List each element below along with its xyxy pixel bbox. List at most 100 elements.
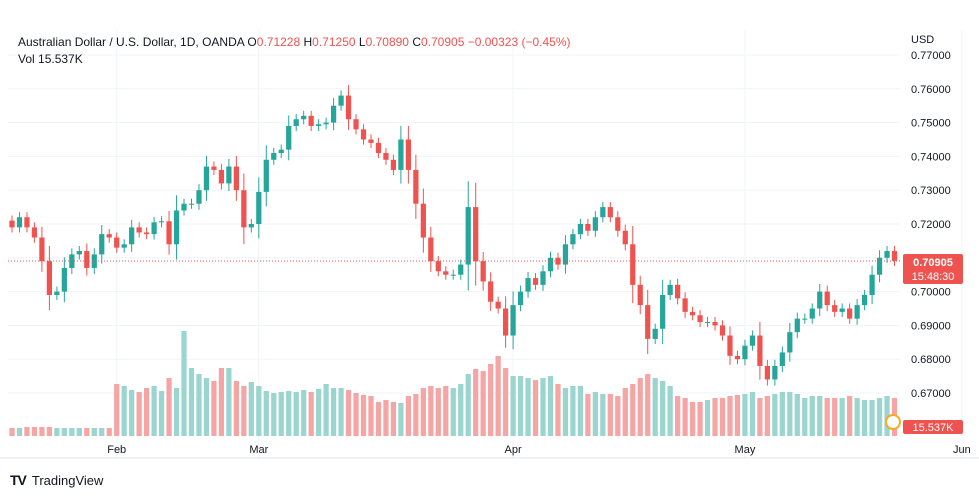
volume-bar (517, 376, 524, 436)
volume-bar (211, 381, 217, 436)
candle-body (809, 308, 815, 319)
volume-bar (233, 381, 239, 436)
candle-body (607, 207, 613, 218)
symbol-title[interactable]: Australian Dollar / U.S. Dollar, 1D, OAN… (18, 35, 245, 49)
open-value: 0.71228 (256, 35, 301, 49)
volume-bar (271, 393, 277, 436)
open-label: O (247, 35, 257, 49)
candle-body (323, 122, 329, 125)
volume-bar (869, 400, 875, 436)
volume-bar (375, 402, 382, 436)
candle-body (375, 142, 382, 154)
candle-body (129, 227, 135, 245)
candle-body (630, 244, 636, 285)
volume-bar (592, 392, 598, 436)
volume-value: 15.537K (38, 52, 83, 66)
candle-body (779, 352, 785, 366)
volume-bar (832, 398, 838, 436)
volume-bar (600, 394, 606, 436)
candle-body (742, 345, 748, 360)
candle-body (316, 124, 322, 126)
volume-bar (114, 384, 120, 436)
volume-bar (91, 428, 97, 436)
price-tick-label: 0.77000 (911, 50, 951, 62)
candle-body (450, 274, 456, 276)
volume-bar (16, 428, 23, 436)
volume-bar (473, 369, 479, 436)
volume-bar (158, 391, 165, 436)
price-badge (903, 254, 963, 284)
volume-bar (353, 393, 359, 436)
volume-bar (787, 392, 793, 436)
volume-bar (330, 388, 337, 436)
volume-bar (854, 398, 860, 436)
volume-bar (839, 398, 845, 436)
candle-body (794, 318, 800, 333)
volume-bar (682, 398, 688, 436)
volume-bar (675, 396, 681, 436)
candle-body (577, 224, 584, 235)
candle-body (615, 217, 621, 231)
price-axis: 0.77000 0.76000 0.75000 0.74000 0.73000 0.720… (911, 50, 951, 400)
candle-body (31, 227, 38, 238)
volume-bar (144, 388, 150, 436)
candle-body (772, 365, 778, 380)
candle-body (719, 325, 726, 336)
currency-label[interactable]: USD (911, 34, 935, 46)
volume-badge-value: 15.537K (913, 422, 955, 434)
candle-body (757, 335, 763, 366)
candle-body (16, 217, 23, 228)
candle-body (121, 244, 127, 248)
volume-bar (817, 396, 823, 436)
candle-body (136, 227, 142, 233)
candle-body (173, 210, 180, 245)
change-value: −0.00323 (−0.45%) (467, 35, 571, 49)
volume-bar (615, 396, 621, 436)
time-tick-label: Feb (107, 444, 126, 456)
candle-body (787, 332, 793, 353)
price-tick-label: 0.67000 (911, 388, 951, 400)
candle-body (847, 308, 853, 319)
candles[interactable] (9, 84, 898, 386)
candle-body (233, 166, 239, 191)
candle-body (428, 237, 434, 262)
candle-body (218, 169, 225, 184)
volume-bar (660, 381, 666, 436)
tradingview-brand[interactable]: TV TradingView (10, 472, 103, 488)
volume-bar (667, 386, 673, 436)
volume-bar (876, 398, 883, 436)
volume-bar (652, 378, 658, 436)
volume-bar (151, 386, 157, 436)
volume-bar (323, 384, 329, 436)
volume-bar (622, 388, 628, 436)
candle-body (54, 291, 60, 295)
candle-body (585, 224, 591, 231)
volume-bar (435, 388, 441, 436)
volume-bar (794, 394, 800, 436)
volume-bar (390, 402, 397, 436)
price-tick-label: 0.73000 (911, 185, 951, 197)
volume-bar (532, 380, 539, 436)
volume-bar (458, 384, 464, 436)
candle-body (338, 95, 344, 106)
volume-bar (196, 374, 202, 436)
candle-body (271, 153, 277, 160)
volume-bar (465, 374, 471, 436)
volume-label[interactable]: Vol (18, 52, 35, 66)
brand-name: TradingView (31, 472, 104, 488)
candle-body (84, 251, 90, 268)
event-icon[interactable] (885, 414, 901, 430)
candle-body (652, 328, 658, 339)
volume-bar (847, 396, 853, 436)
candle-body (368, 139, 374, 143)
candle-body (196, 190, 202, 204)
volume-bar (263, 391, 269, 436)
candle-body (413, 169, 419, 204)
candle-body (383, 153, 389, 160)
candle-body (308, 115, 314, 126)
volume-bar (39, 427, 45, 436)
volume-bar (861, 400, 868, 436)
volume-bar (188, 368, 195, 436)
candle-body (697, 315, 703, 323)
